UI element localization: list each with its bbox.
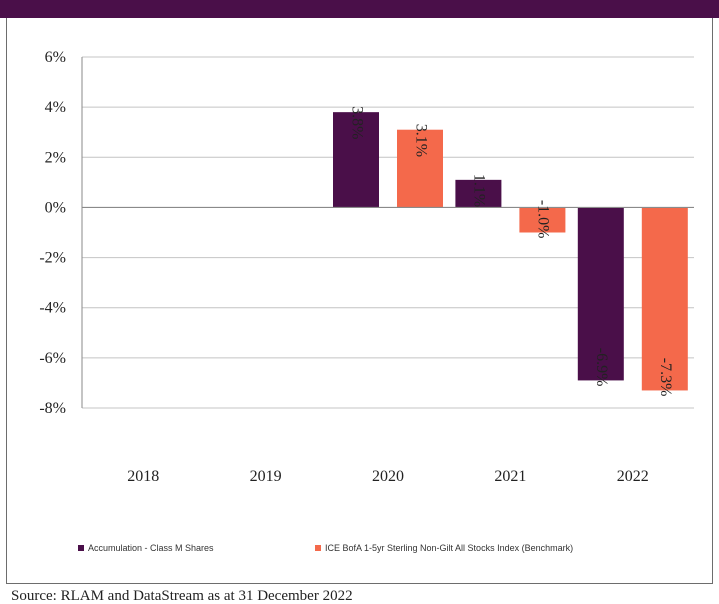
x-tick-label: 2021: [494, 468, 526, 485]
data-labels: 3.8% 3.1% 1.1% -1.0% -6.9% -7.3%: [348, 106, 674, 396]
legend-item-series-2: ICE BofA 1-5yr Sterling Non-Gilt All Sto…: [315, 543, 573, 553]
x-tick-label: 2022: [617, 468, 649, 485]
header-band: [0, 0, 719, 18]
legend-swatch-series-1: [78, 545, 84, 551]
y-tick-label: -8%: [39, 400, 66, 417]
bar: [397, 129, 443, 208]
source-note: Source: RLAM and DataStream as at 31 Dec…: [11, 588, 353, 604]
y-tick-label: 4%: [45, 99, 66, 116]
x-tick-label: 2019: [250, 468, 282, 485]
bar: [333, 112, 379, 208]
y-tick-label: -4%: [39, 300, 66, 317]
y-tick-label: 6%: [45, 49, 66, 66]
bar: [577, 207, 624, 381]
legend: Accumulation - Class M Shares ICE BofA 1…: [0, 543, 719, 559]
bar: [519, 207, 566, 233]
y-tick-label: 2%: [45, 149, 66, 166]
legend-item-series-1: Accumulation - Class M Shares: [78, 543, 214, 553]
x-tick-label: 2018: [127, 468, 159, 485]
data-label: -1.0%: [535, 200, 552, 239]
y-tick-label: -6%: [39, 350, 66, 367]
axes: 6% 4% 2% 0% -2% -4% -6% -8% 2018 2019 2020 2021 2022: [39, 49, 694, 485]
data-label: -6.9%: [593, 348, 610, 387]
legend-swatch-series-2: [315, 545, 321, 551]
y-tick-label: -2%: [39, 250, 66, 267]
bar: [641, 207, 688, 391]
data-label: 1.1%: [471, 174, 488, 207]
legend-label-series-1: Accumulation - Class M Shares: [88, 543, 214, 553]
gridlines: [82, 56, 694, 409]
legend-label-series-2: ICE BofA 1-5yr Sterling Non-Gilt All Sto…: [325, 543, 574, 553]
bars: [333, 112, 688, 391]
x-tick-label: 2020: [372, 468, 404, 485]
data-label: 3.8%: [348, 106, 365, 139]
data-label: -7.3%: [657, 358, 674, 397]
y-tick-label: 0%: [45, 199, 66, 216]
data-label: 3.1%: [412, 124, 429, 157]
bar: [455, 179, 502, 208]
